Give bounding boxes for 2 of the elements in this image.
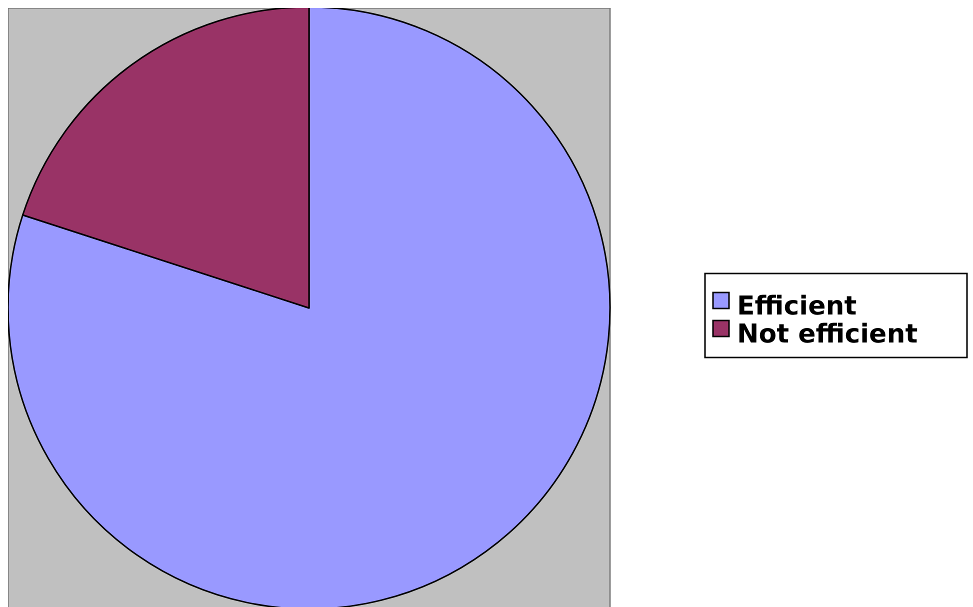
legend-label: Efficient: [737, 292, 857, 322]
legend-label: Not efficient: [737, 320, 918, 350]
